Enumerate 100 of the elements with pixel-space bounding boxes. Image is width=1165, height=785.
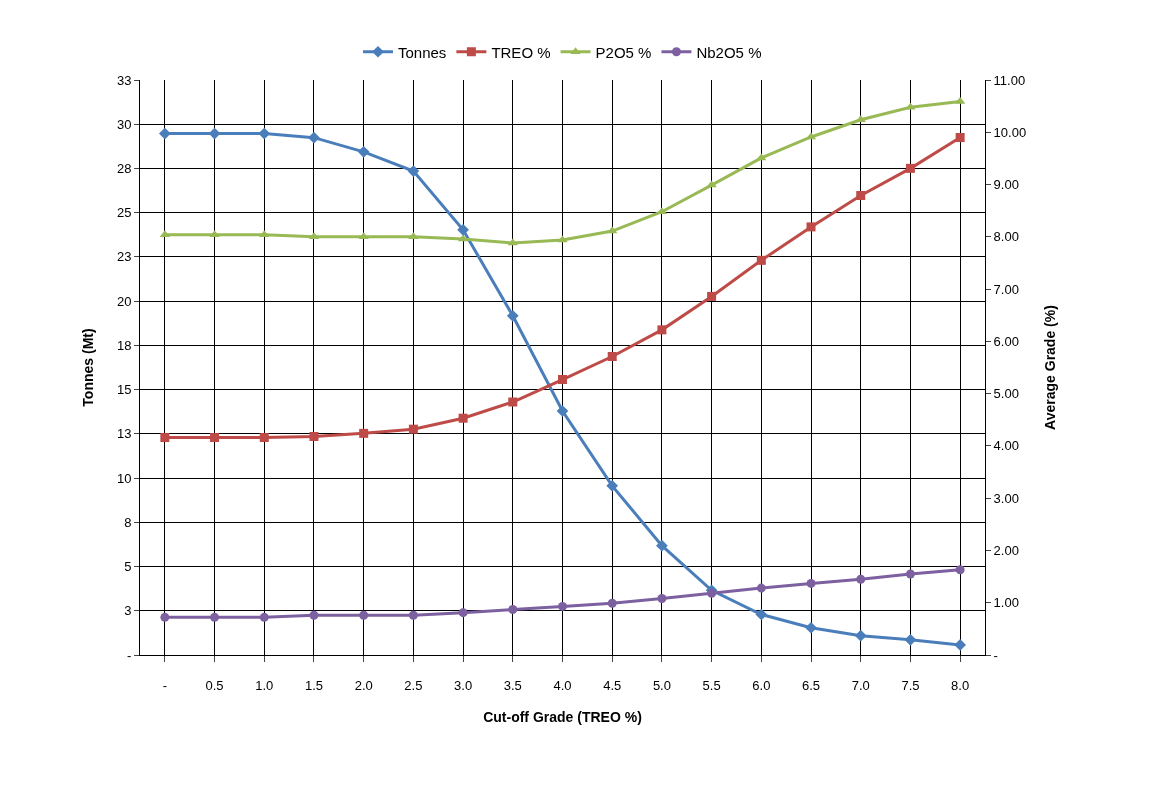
legend-label: Nb2O5 % — [696, 43, 762, 61]
point — [656, 539, 668, 552]
x-tick-label: 2.0 — [354, 677, 373, 693]
x-tick-label: 0.5 — [205, 677, 224, 693]
point — [904, 633, 917, 646]
point — [607, 598, 617, 608]
point — [606, 480, 619, 492]
y2-tick-label: 5.00 — [993, 386, 1019, 402]
point — [506, 309, 519, 322]
point — [359, 610, 369, 620]
point — [358, 232, 369, 240]
point — [458, 608, 468, 618]
point — [259, 433, 269, 443]
point — [905, 569, 915, 579]
legend-label: TREO % — [491, 43, 551, 61]
x-tick-label: 6.5 — [801, 677, 821, 693]
y-tick-label: 13 — [116, 426, 132, 442]
point — [308, 131, 320, 144]
y-tick-label: 25 — [116, 205, 132, 221]
x-tick-label: 4.0 — [553, 677, 572, 693]
point — [905, 163, 915, 173]
point — [756, 153, 767, 161]
y-tick-label: 23 — [116, 249, 132, 265]
x-tick-label: 5.5 — [702, 677, 721, 693]
y-tick-label: 10 — [116, 470, 132, 486]
point — [657, 325, 667, 335]
point — [954, 639, 966, 651]
y2-tick-label: 6.00 — [993, 333, 1019, 349]
point — [955, 565, 965, 575]
x-tick-label: 4.5 — [603, 677, 622, 693]
x-tick-label: 3.0 — [454, 677, 473, 693]
point — [357, 145, 370, 158]
point — [159, 127, 171, 140]
point — [806, 578, 816, 588]
point — [408, 610, 418, 620]
point — [558, 375, 567, 385]
point — [408, 424, 418, 434]
legend-label: Tonnes — [398, 43, 447, 61]
y-tick-label: 20 — [116, 293, 132, 309]
x-axis-title: Cut-off Grade (TREO %) — [483, 708, 642, 725]
point — [756, 583, 766, 593]
point — [508, 397, 518, 407]
point — [309, 432, 319, 441]
y-tick-label: 28 — [116, 161, 132, 177]
point — [210, 433, 220, 443]
point — [359, 428, 369, 438]
y2-tick-label: 1.00 — [993, 595, 1019, 611]
point — [556, 405, 569, 417]
y2-tick-label: 11.00 — [993, 72, 1026, 88]
x-tick-label: 7.5 — [901, 677, 920, 693]
y-tick-label: 15 — [116, 382, 132, 398]
x-tick-label: 5.0 — [652, 677, 671, 693]
point — [160, 433, 170, 443]
point — [805, 621, 817, 634]
y-tick-label: 5 — [124, 559, 132, 575]
x-tick-label: - — [162, 677, 168, 693]
point — [210, 612, 220, 622]
x-tick-label: 6.0 — [752, 677, 771, 693]
point — [854, 629, 867, 642]
point — [457, 224, 469, 236]
point — [458, 413, 468, 423]
y-axis-title: Tonnes (Mt) — [79, 328, 96, 407]
x-tick-label: 8.0 — [951, 677, 970, 693]
y-tick-label: 33 — [116, 72, 132, 88]
point — [955, 133, 965, 142]
point — [707, 588, 717, 598]
point — [806, 222, 816, 232]
y2-tick-label: - — [993, 647, 998, 663]
point — [607, 226, 618, 234]
point — [558, 601, 567, 611]
y2-tick-label: 3.00 — [993, 490, 1019, 506]
point — [856, 191, 866, 201]
point — [407, 165, 420, 177]
point — [259, 612, 269, 622]
y2-tick-label: 4.00 — [993, 438, 1019, 454]
y-tick-label: 8 — [124, 514, 132, 530]
point — [856, 574, 866, 584]
point — [309, 610, 319, 620]
point — [607, 352, 617, 362]
point — [755, 608, 768, 621]
legend-label: P2O5 % — [595, 43, 652, 61]
point — [557, 235, 568, 243]
point — [408, 232, 419, 240]
x-tick-label: 7.0 — [851, 677, 870, 693]
y2-tick-label: 10.00 — [993, 124, 1027, 140]
y2-tick-label: 2.00 — [993, 543, 1019, 558]
point — [160, 612, 170, 622]
y2-tick-label: 9.00 — [993, 177, 1019, 193]
x-tick-label: 3.5 — [503, 677, 522, 693]
x-tick-label: 1.5 — [304, 677, 324, 693]
point — [657, 594, 667, 604]
point — [508, 605, 518, 615]
point — [707, 291, 717, 301]
y-tick-label: 18 — [116, 337, 132, 353]
y-tick-label: 30 — [116, 116, 132, 132]
x-tick-label: 1.0 — [255, 677, 274, 693]
y-tick-label: 3 — [124, 603, 132, 619]
y2-tick-label: 8.00 — [993, 229, 1019, 245]
y-tick-label: - — [127, 647, 132, 663]
x-tick-label: 2.5 — [404, 677, 423, 693]
